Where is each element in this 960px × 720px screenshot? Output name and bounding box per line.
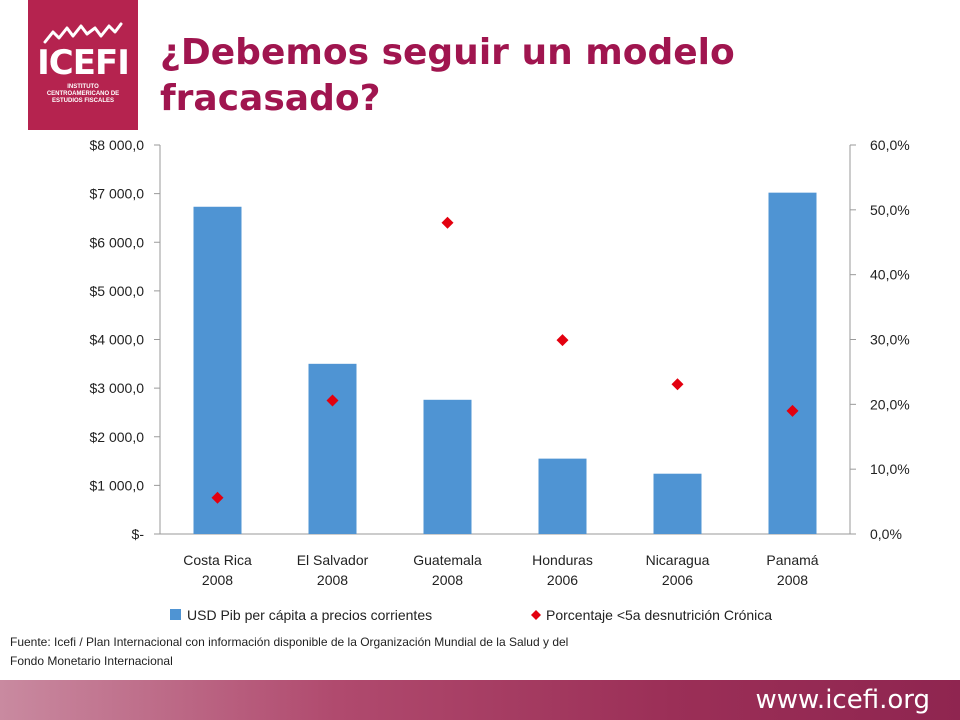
- x-tick-label: El Salvador: [297, 552, 369, 568]
- bar: [653, 473, 702, 534]
- bar: [308, 363, 357, 534]
- bar: [538, 458, 587, 534]
- scatter-point: [326, 394, 339, 407]
- scatter-point: [441, 216, 454, 229]
- x-tick-label: Costa Rica: [183, 552, 252, 568]
- x-tick-label: 2008: [202, 572, 233, 588]
- left-axis-tick-label: $1 000,0: [90, 477, 145, 493]
- legend-swatch-bar: [170, 609, 181, 620]
- scatter-point: [671, 378, 684, 391]
- logo-text: ICEFI: [37, 43, 130, 83]
- scatter-point: [556, 334, 569, 347]
- source-note: Fuente: Icefi / Plan Internacional con i…: [10, 635, 569, 668]
- scatter-point: [211, 491, 224, 504]
- right-axis-tick-label: 40,0%: [870, 267, 910, 283]
- logo-subtitle: INSTITUTO CENTROAMERICANO DE ESTUDIOS FI…: [46, 84, 120, 104]
- x-tick-label: Guatemala: [413, 552, 482, 568]
- x-tick-label: Nicaragua: [646, 552, 710, 568]
- x-tick-label: Honduras: [532, 552, 593, 568]
- x-tick-label: 2008: [432, 572, 463, 588]
- bar: [423, 399, 472, 534]
- legend-swatch-marker: [531, 610, 541, 620]
- left-axis-tick-label: $5 000,0: [90, 283, 145, 299]
- left-axis-tick-label: $4 000,0: [90, 332, 145, 348]
- right-axis-tick-label: 60,0%: [870, 137, 910, 153]
- page-title: ¿Debemos seguir un modelo fracasado?: [160, 32, 735, 119]
- left-axis-tick-label: $6 000,0: [90, 234, 145, 250]
- left-axis-tick-label: $3 000,0: [90, 380, 145, 396]
- legend-label-bar: USD Pib per cápita a precios corrientes: [187, 607, 432, 623]
- x-tick-label: 2006: [662, 572, 693, 588]
- right-axis-tick-label: 20,0%: [870, 396, 910, 412]
- bar: [193, 206, 242, 534]
- x-tick-label: 2008: [777, 572, 808, 588]
- right-axis-tick-label: 30,0%: [870, 332, 910, 348]
- right-axis-tick-label: 0,0%: [870, 526, 902, 542]
- right-axis-tick-label: 50,0%: [870, 202, 910, 218]
- footer-url[interactable]: www.icefi.org: [755, 685, 930, 715]
- gdp-malnutrition-chart: $- $1 000,0 $2 000,0 $3 000,0 $4 000,0 $5 000…: [90, 137, 910, 623]
- bar: [768, 192, 817, 534]
- scatter-point: [786, 404, 799, 417]
- left-axis-tick-label: $-: [132, 526, 145, 542]
- trend-line-icon: [43, 22, 123, 44]
- x-tick-label: 2006: [547, 572, 578, 588]
- x-tick-label: Panamá: [766, 552, 818, 568]
- left-axis-tick-label: $7 000,0: [90, 186, 145, 202]
- footer-bar: www.icefi.org: [0, 680, 960, 720]
- x-tick-label: 2008: [317, 572, 348, 588]
- left-axis-tick-label: $8 000,0: [90, 137, 145, 153]
- right-axis-tick-label: 10,0%: [870, 461, 910, 477]
- left-axis-tick-label: $2 000,0: [90, 429, 145, 445]
- icefi-logo: ICEFI INSTITUTO CENTROAMERICANO DE ESTUD…: [28, 0, 138, 130]
- legend-label-marker: Porcentaje <5a desnutrición Crónica: [546, 607, 772, 623]
